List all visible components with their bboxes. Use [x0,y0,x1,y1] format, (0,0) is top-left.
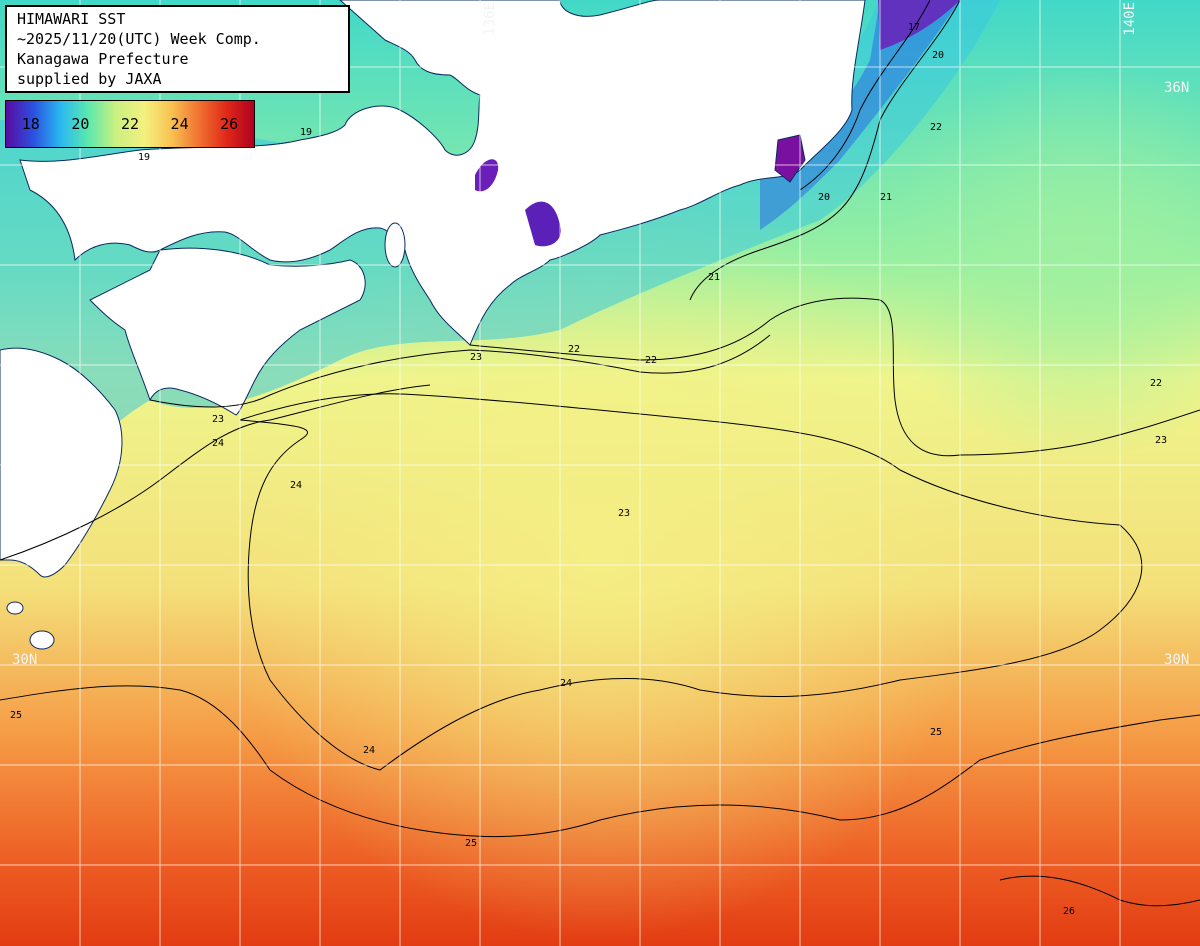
contour-label: 22 [930,122,942,133]
shikoku-land [89,247,366,416]
contour-label: 23 [470,352,482,363]
title-line-date: ~2025/11/20(UTC) Week Comp. [17,30,261,48]
contour-label: 22 [568,344,580,355]
contour-label: 24 [363,745,375,756]
title-line-prefecture: Kanagawa Prefecture [17,50,189,68]
isotherm-23-b [0,384,431,561]
lat-label-30n-right: 30N [1164,652,1190,668]
legend-tick: 20 [71,115,90,133]
contour-label: 19 [138,152,150,163]
contour-label: 22 [1150,378,1162,389]
contour-label: 17 [908,22,920,33]
isotherm-20 [799,0,931,191]
title-line-product: HIMAWARI SST [17,10,126,28]
contour-label: 21 [880,192,892,203]
isotherm-24 [239,393,1143,771]
contour-labels: 17 19 19 20 20 21 21 22 22 22 22 23 23 2… [10,22,1167,917]
contour-label: 23 [212,414,224,425]
contour-label: 25 [465,838,477,849]
purple-cold-patch [878,0,960,50]
yakushima-island [6,601,24,615]
isotherm-21 [689,0,961,301]
bay-purple [525,201,561,247]
contour-label: 25 [930,727,942,738]
tanegashima-island [29,630,55,650]
contour-label: 19 [300,127,312,138]
contour-label: 25 [10,710,22,721]
lat-label-36n-right: 36N [1164,80,1190,96]
contour-label: 26 [1063,906,1075,917]
color-scale-legend: 18 20 22 24 26 [5,100,255,148]
title-box: HIMAWARI SST ~2025/11/20(UTC) Week Comp.… [5,5,350,93]
contour-label: 20 [932,50,944,61]
kyushu-land [0,347,123,578]
contour-label: 21 [708,272,720,283]
legend-tick: 18 [21,115,40,133]
legend-tick: 26 [220,115,239,133]
isotherm-contours [0,0,1200,907]
lat-label-30n-left: 30N [12,652,38,668]
contour-label: 23 [1155,435,1167,446]
contour-label: 24 [212,438,224,449]
contour-label: 22 [645,355,657,366]
contour-label: 23 [618,508,630,519]
lon-label-140e: 140E [1122,2,1138,36]
lon-label-136e: 136E [482,2,498,36]
title-line-credit: supplied by JAXA [17,70,162,88]
isotherm-25 [0,685,1200,838]
legend-tick: 22 [120,115,140,133]
coastal-cold-water-deep [760,0,960,230]
contour-label: 20 [818,192,830,203]
honshu-land [19,0,866,346]
awaji-island [384,222,406,268]
legend-tick: 24 [170,115,189,133]
isotherm-23 [149,334,771,408]
bay-purple-2 [475,159,499,192]
contour-label: 24 [290,480,302,491]
contour-label: 24 [560,678,572,689]
